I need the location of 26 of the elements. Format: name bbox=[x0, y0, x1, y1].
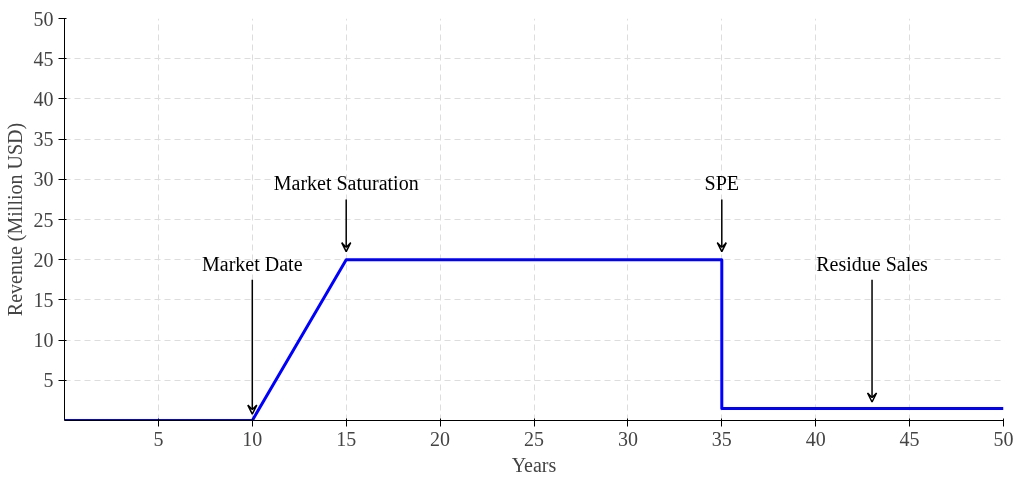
y-tick-label: 40 bbox=[33, 87, 54, 110]
y-tick-label: 45 bbox=[33, 47, 54, 70]
x-tick-label: 15 bbox=[336, 427, 357, 450]
y-tick-label: 20 bbox=[33, 248, 54, 271]
y-tick-label: 5 bbox=[43, 369, 54, 392]
x-tick-label: 45 bbox=[899, 427, 920, 450]
y-axis-title: Revenue (Million USD) bbox=[3, 122, 27, 317]
x-tick-label: 40 bbox=[805, 427, 826, 450]
y-tick-label: 30 bbox=[33, 168, 54, 191]
x-tick-label: 25 bbox=[524, 427, 544, 450]
y-tick-label: 10 bbox=[33, 329, 54, 352]
x-tick-label: 10 bbox=[242, 427, 263, 450]
annotation: Market Date bbox=[202, 252, 303, 275]
annotation: Market Saturation bbox=[273, 172, 419, 195]
y-tick-label: 25 bbox=[33, 208, 54, 231]
x-axis-title: Years bbox=[511, 453, 557, 476]
annotation: Residue Sales bbox=[816, 252, 929, 275]
x-tick-label: 50 bbox=[993, 427, 1014, 450]
x-tick-label: 35 bbox=[711, 427, 732, 450]
x-tick-label: 20 bbox=[430, 427, 451, 450]
y-tick-label: 50 bbox=[33, 7, 54, 30]
x-tick-label: 30 bbox=[617, 427, 638, 450]
x-tick-label: 5 bbox=[153, 427, 164, 450]
annotation: SPE bbox=[704, 172, 740, 195]
y-tick-label: 35 bbox=[33, 128, 54, 151]
y-tick-label: 15 bbox=[33, 288, 54, 311]
